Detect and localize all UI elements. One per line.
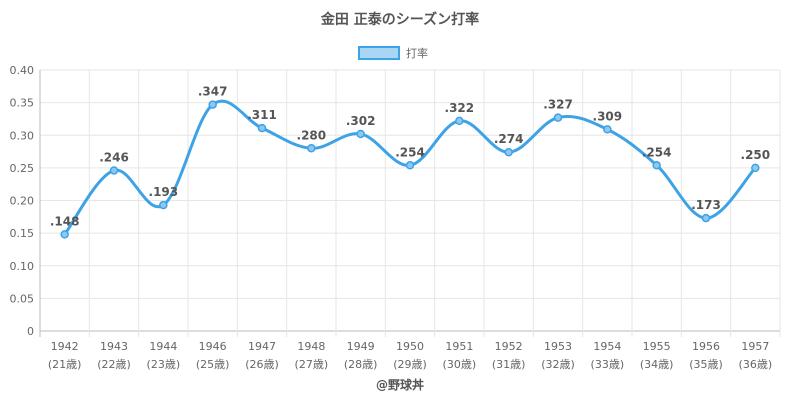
x-tick-label: 1953	[544, 340, 572, 353]
x-tick-label: 1944	[149, 340, 177, 353]
credit-text: @野球丼	[376, 377, 424, 392]
data-label: .327	[543, 98, 573, 112]
data-point	[257, 123, 267, 133]
x-tick-sublabel: (26歳)	[245, 358, 279, 371]
x-tick-sublabel: (21歳)	[48, 358, 82, 371]
data-label: .246	[99, 150, 129, 164]
x-tick-label: 1950	[396, 340, 424, 353]
data-label: .148	[50, 214, 80, 228]
data-label: .302	[346, 114, 376, 128]
x-tick-label: 1946	[199, 340, 227, 353]
y-tick-label: 0.15	[10, 227, 35, 240]
data-labels: .148 .246 .193 .347 .311 .280 .302 .254 .322 .274…	[50, 85, 770, 229]
data-point	[553, 113, 563, 122]
y-tick-label: 0.30	[10, 129, 35, 142]
y-tick-label: 0.10	[10, 260, 35, 273]
data-label: .309	[593, 109, 623, 123]
x-tick-sublabel: (30歳)	[443, 358, 477, 371]
data-point	[701, 213, 711, 223]
y-tick-label: 0.35	[10, 97, 35, 110]
x-tick-label: 1957	[741, 340, 769, 353]
x-tick-label: 1948	[297, 340, 325, 353]
data-point	[307, 144, 316, 153]
x-tick-label: 1955	[643, 340, 671, 353]
x-tick-label: 1949	[347, 340, 375, 353]
data-point	[60, 230, 69, 239]
y-tick-label: 0	[27, 325, 34, 338]
data-point	[751, 163, 760, 173]
x-tick-label: 1943	[100, 340, 128, 353]
x-tick-sublabel: (31歳)	[492, 358, 526, 371]
x-tick-label: 1942	[51, 340, 79, 353]
data-label: .274	[494, 132, 524, 146]
data-point	[455, 116, 464, 126]
x-tick-sublabel: (29歳)	[393, 358, 427, 371]
chart-title: 金田 正泰のシーズン打率	[320, 11, 479, 28]
data-point	[504, 147, 513, 157]
data-label: .173	[691, 198, 721, 212]
data-label: .193	[149, 185, 179, 199]
x-tick-sublabel: (25歳)	[196, 358, 230, 371]
x-tick-label: 1947	[248, 340, 276, 353]
y-tick-label: 0.40	[10, 64, 35, 77]
x-tick-sublabel: (33歳)	[591, 358, 625, 371]
y-tick-label: 0.20	[10, 195, 35, 208]
data-point	[159, 200, 168, 210]
legend[interactable]: 打率	[358, 46, 428, 60]
x-tick-sublabel: (28歳)	[344, 358, 378, 371]
x-tick-sublabel: (23歳)	[147, 358, 181, 371]
legend-label: 打率	[406, 46, 428, 60]
series-line	[63, 99, 757, 236]
legend-swatch	[358, 46, 400, 60]
x-tick-label: 1952	[495, 340, 523, 353]
data-point	[603, 125, 612, 134]
data-label: .280	[297, 128, 327, 142]
data-point	[405, 161, 415, 170]
x-tick-sublabel: (36歳)	[739, 358, 773, 371]
y-tick-label: 0.25	[10, 162, 35, 175]
data-point	[208, 100, 217, 109]
data-label: .347	[198, 85, 228, 99]
x-tick-label: 1951	[445, 340, 473, 353]
x-tick-sublabel: (35歳)	[689, 358, 723, 371]
x-tick-sublabel: (27歳)	[295, 358, 329, 371]
data-label: .254	[395, 145, 425, 159]
y-axis: 0 0.05 0.10 0.15 0.20 0.25 0.30 0.35 0.40	[10, 64, 35, 338]
data-label: .250	[741, 148, 771, 162]
data-point	[356, 129, 365, 139]
data-label: .254	[642, 145, 672, 159]
x-tick-label: 1954	[593, 340, 621, 353]
x-tick-sublabel: (22歳)	[97, 358, 131, 371]
data-point	[652, 161, 661, 170]
y-tick-label: 0.05	[10, 292, 35, 305]
x-tick-sublabel: (34歳)	[640, 358, 674, 371]
x-tick-sublabel: (32歳)	[541, 358, 575, 371]
data-point	[109, 166, 119, 175]
x-axis: 1942 (21歳) 1943 (22歳) 1944 (23歳) 1946 (25歳) 1947…	[48, 340, 772, 371]
data-label: .322	[445, 101, 475, 115]
data-label: .311	[247, 108, 277, 122]
series-batting-average	[60, 99, 760, 239]
x-tick-label: 1956	[692, 340, 720, 353]
